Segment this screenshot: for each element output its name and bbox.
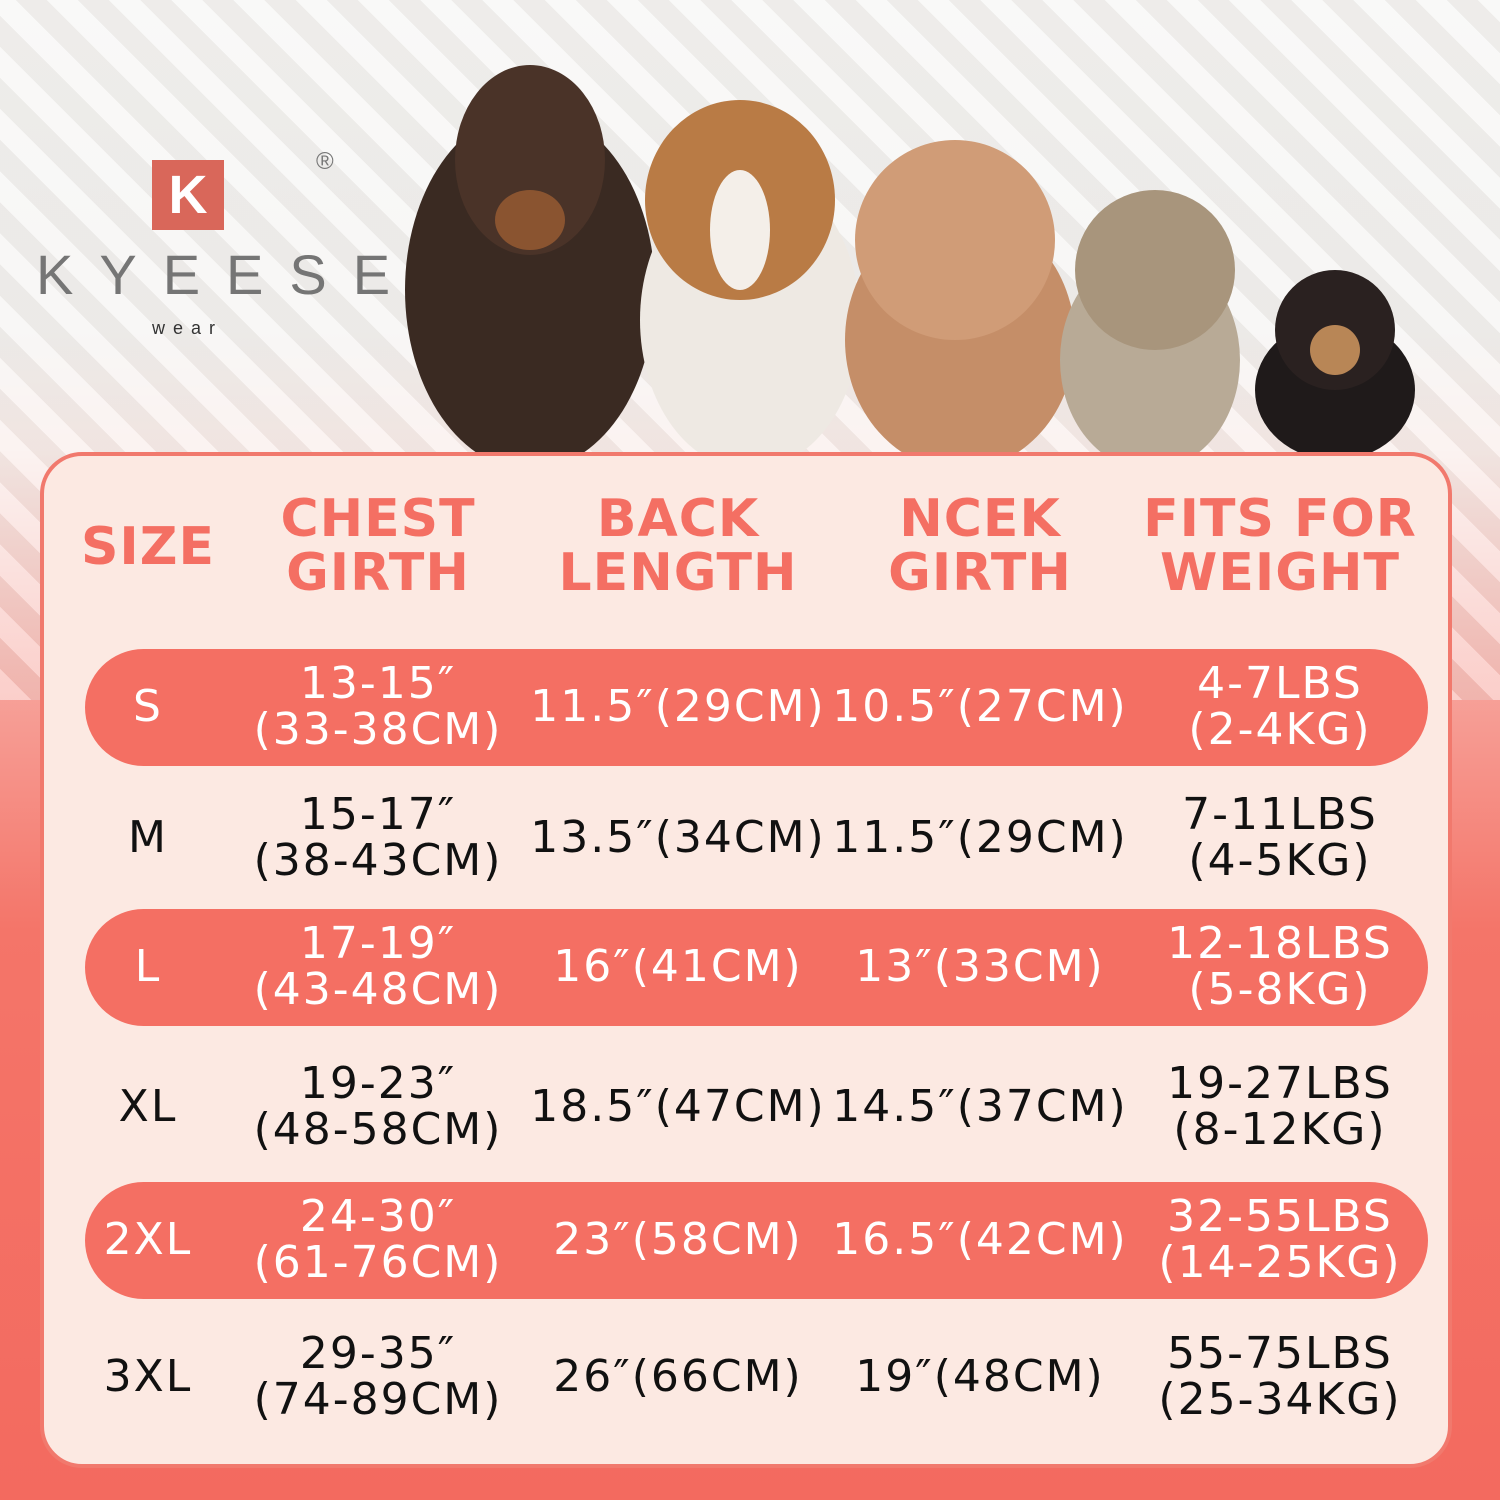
chihuahua-image (1255, 270, 1415, 455)
cell-line: 29-35″ (299, 1328, 457, 1379)
cell-line: 17-19″ (299, 918, 457, 969)
brand-subtitle: wear (152, 318, 224, 338)
cell-size: XL (118, 1081, 178, 1132)
cell-line: (48-58CM) (253, 1104, 503, 1155)
brand-name: KYEESE (36, 243, 417, 306)
header-chest-girth: CHEST GIRTH (280, 492, 475, 600)
cell-line: 12-18LBS (1167, 918, 1393, 969)
cell-line: (14-25KG) (1158, 1237, 1402, 1288)
header-back-length: BACK LENGTH (559, 492, 798, 600)
cell-line: (5-8KG) (1188, 964, 1372, 1015)
cell-chest-girth: 15-17″ (38-43CM) (254, 792, 503, 884)
header-line: GIRTH (286, 543, 470, 603)
cell-line: (8-12KG) (1173, 1104, 1387, 1155)
cell-line: 19-23″ (299, 1058, 457, 1109)
cell-back-length: 11.5″(29CM) (530, 681, 826, 732)
cell-back-length: 26″(66CM) (553, 1351, 803, 1402)
cell-neck-girth: 19″(48CM) (855, 1351, 1105, 1402)
cell-size: 2XL (103, 1214, 193, 1265)
cell-neck-girth: 14.5″(37CM) (832, 1081, 1128, 1132)
brand-logo: K ® KYEESE wear (30, 140, 390, 350)
cell-size: L (134, 941, 162, 992)
header-line: NCEK (899, 489, 1061, 549)
header-neck-girth: NCEK GIRTH (888, 492, 1072, 600)
cell-back-length: 13.5″(34CM) (530, 812, 826, 863)
cell-back-length: 18.5″(47CM) (530, 1081, 826, 1132)
cell-line: (33-38CM) (253, 704, 503, 755)
cell-line: 15-17″ (299, 789, 457, 840)
cell-weight: 4-7LBS (2-4KG) (1188, 661, 1371, 753)
header-line: FITS FOR (1143, 489, 1417, 549)
cell-chest-girth: 24-30″ (61-76CM) (254, 1194, 503, 1286)
cell-back-length: 23″(58CM) (553, 1214, 803, 1265)
cell-weight: 32-55LBS (14-25KG) (1158, 1194, 1401, 1286)
cell-line: 55-75LBS (1167, 1328, 1393, 1379)
cell-line: (2-4KG) (1188, 704, 1372, 755)
header-line: LENGTH (558, 543, 798, 603)
cell-line: 19-27LBS (1167, 1058, 1393, 1109)
doberman-image (405, 65, 655, 455)
cell-back-length: 16″(41CM) (553, 941, 803, 992)
cell-weight: 12-18LBS (5-8KG) (1167, 921, 1393, 1013)
header-line: SIZE (80, 517, 216, 577)
cell-neck-girth: 16.5″(42CM) (832, 1214, 1128, 1265)
header-size: SIZE (81, 520, 215, 574)
cell-line: (74-89CM) (253, 1374, 503, 1425)
cell-neck-girth: 11.5″(29CM) (832, 812, 1128, 863)
cell-weight: 55-75LBS (25-34KG) (1158, 1331, 1401, 1423)
logo-mark: K (152, 160, 224, 230)
cell-chest-girth: 13-15″ (33-38CM) (254, 661, 503, 753)
header-line: WEIGHT (1160, 543, 1400, 603)
header-weight: FITS FOR WEIGHT (1143, 492, 1417, 600)
cell-neck-girth: 13″(33CM) (855, 941, 1105, 992)
cell-line: (43-48CM) (253, 964, 503, 1015)
cell-line: (25-34KG) (1158, 1374, 1402, 1425)
cell-size: S (133, 681, 163, 732)
cell-line: 24-30″ (299, 1191, 457, 1242)
cell-size: 3XL (103, 1351, 193, 1402)
terrier-image (1060, 190, 1240, 455)
header-line: GIRTH (888, 543, 1072, 603)
cell-chest-girth: 19-23″ (48-58CM) (254, 1061, 503, 1153)
cell-line: 13-15″ (299, 658, 457, 709)
beagle-image (640, 100, 860, 455)
cell-chest-girth: 17-19″ (43-48CM) (254, 921, 503, 1013)
row-highlight (85, 909, 1428, 1026)
row-highlight (85, 649, 1428, 766)
cell-line: 32-55LBS (1167, 1191, 1393, 1242)
registered-mark: ® (316, 148, 334, 175)
dogs-photo (405, 65, 1415, 455)
cell-line: (61-76CM) (253, 1237, 503, 1288)
cell-chest-girth: 29-35″ (74-89CM) (254, 1331, 503, 1423)
cell-line: (4-5KG) (1188, 835, 1372, 886)
cell-line: 4-7LBS (1197, 658, 1363, 709)
row-highlight (85, 1182, 1428, 1299)
header-line: CHEST (280, 489, 476, 549)
header-line: BACK (596, 489, 760, 549)
poodle-image (845, 140, 1075, 455)
cell-neck-girth: 10.5″(27CM) (832, 681, 1128, 732)
cell-line: (38-43CM) (253, 835, 503, 886)
cell-line: 7-11LBS (1182, 789, 1378, 840)
cell-size: M (128, 812, 168, 863)
cell-weight: 7-11LBS (4-5KG) (1182, 792, 1378, 884)
cell-weight: 19-27LBS (8-12KG) (1167, 1061, 1393, 1153)
